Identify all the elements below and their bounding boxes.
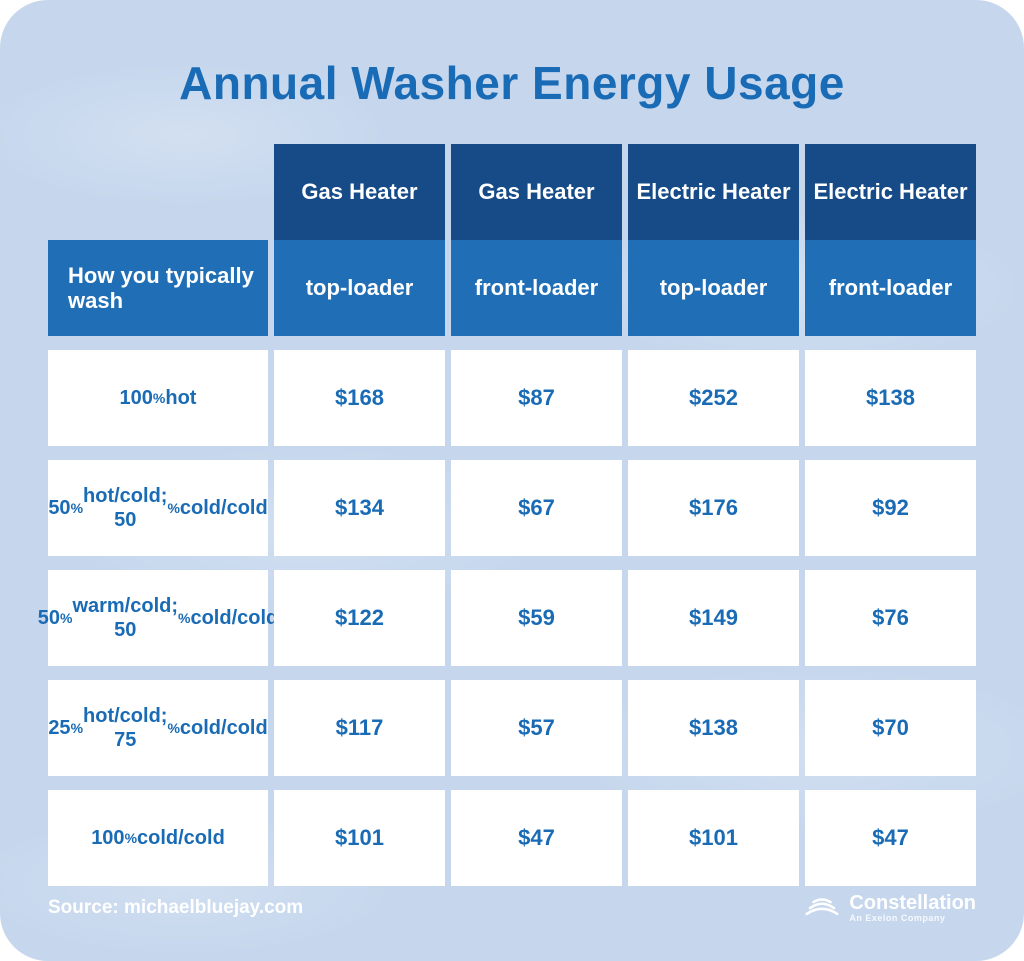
page-title: Annual Washer Energy Usage [48,56,976,110]
table-cell: $138 [805,350,976,446]
row-label: 50% warm/cold;50% cold/cold [48,570,268,666]
table-cell: $117 [274,680,445,776]
col-header-top: Electric Heater [805,144,976,240]
table-cell: $59 [451,570,622,666]
col-header-sub: front-loader [805,240,976,336]
table-cell: $70 [805,680,976,776]
brand-name: Constellation [849,892,976,914]
brand-logo: Constellation An Exelon Company [805,892,976,923]
source-text: Source: michaelbluejay.com [48,897,303,919]
table-cell: $176 [628,460,799,556]
table-cell: $122 [274,570,445,666]
table-cell: $101 [628,790,799,886]
header-spacer [48,144,268,240]
table-cell: $47 [451,790,622,886]
brand-text: Constellation An Exelon Company [849,892,976,923]
table-cell: $76 [805,570,976,666]
col-header-top: Electric Heater [628,144,799,240]
infographic-card: Annual Washer Energy Usage Gas Heater Ga… [0,0,1024,961]
energy-table: Gas Heater Gas Heater Electric Heater El… [48,144,976,886]
constellation-icon [805,895,839,921]
col-header-sub: front-loader [451,240,622,336]
row-label: 50% hot/cold;50% cold/cold [48,460,268,556]
table-cell: $101 [274,790,445,886]
table-cell: $134 [274,460,445,556]
row-header-title: How you typically wash [48,240,268,336]
table-cell: $57 [451,680,622,776]
col-header-sub: top-loader [628,240,799,336]
col-header-top: Gas Heater [451,144,622,240]
table-cell: $168 [274,350,445,446]
table-cell: $92 [805,460,976,556]
row-label: 100% hot [48,350,268,446]
table-cell: $87 [451,350,622,446]
table-cell: $67 [451,460,622,556]
table-cell: $149 [628,570,799,666]
brand-subtitle: An Exelon Company [849,913,976,923]
row-label: 100% cold/cold [48,790,268,886]
table-cell: $252 [628,350,799,446]
footer: Source: michaelbluejay.com Constellation… [48,892,976,923]
table-cell: $138 [628,680,799,776]
table-cell: $47 [805,790,976,886]
col-header-sub: top-loader [274,240,445,336]
row-label: 25% hot/cold;75% cold/cold [48,680,268,776]
col-header-top: Gas Heater [274,144,445,240]
